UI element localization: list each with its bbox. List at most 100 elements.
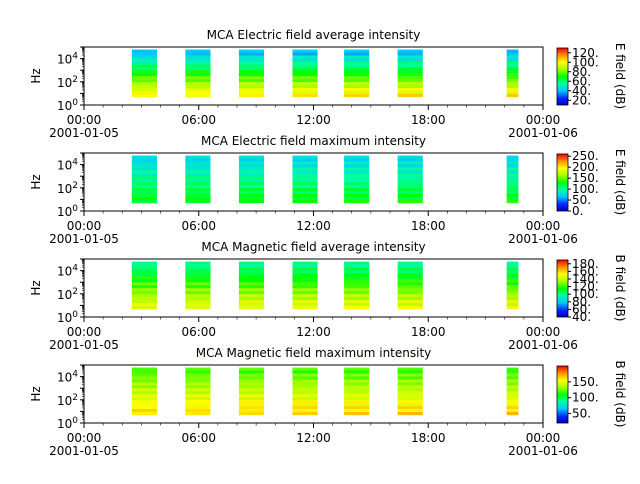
spectrogram-cell	[193, 382, 199, 386]
spectrogram-cell	[300, 376, 306, 380]
colorbar-tick-label: 60.	[572, 302, 591, 316]
colorbar-tick-label: 140.	[572, 272, 599, 286]
spectrogram-cell	[410, 179, 415, 183]
spectrogram-cell	[414, 191, 419, 195]
spectrogram-cell	[360, 52, 366, 56]
spectrogram-cell	[247, 88, 252, 92]
spectrogram-cell	[418, 164, 423, 168]
spectrogram-cell	[251, 73, 256, 77]
spectrogram-cell	[401, 406, 407, 410]
spectrogram-cell	[360, 167, 366, 171]
spectrogram-cell	[296, 270, 302, 274]
spectrogram-cell	[506, 373, 511, 377]
spectrogram-cell	[131, 179, 137, 183]
spectrogram-cell	[259, 397, 265, 401]
spectrogram-cell	[401, 58, 407, 62]
spectrogram-cell	[418, 305, 423, 310]
spectrogram-cell	[238, 285, 244, 289]
spectrogram-cell	[405, 82, 411, 86]
spectrogram-cell	[238, 58, 244, 62]
spectrogram-cell	[364, 70, 370, 74]
spectrogram-cell	[414, 164, 419, 168]
spectrogram-cell	[418, 270, 423, 274]
spectrogram-cell	[292, 88, 297, 92]
spectrogram-cell	[197, 267, 203, 271]
spectrogram-cell	[344, 300, 349, 304]
spectrogram-cell	[189, 161, 194, 165]
spectrogram-cell	[397, 379, 403, 383]
spectrogram-cell	[189, 70, 194, 74]
spectrogram-cell	[189, 173, 194, 177]
spectrogram-cell	[148, 158, 153, 162]
spectrogram-cell	[131, 88, 137, 92]
y-tick-label: 104	[57, 264, 78, 279]
spectrogram-cell	[292, 67, 297, 71]
spectrogram-cell	[405, 267, 411, 271]
spectrogram-cell	[135, 385, 141, 389]
spectrogram-cell	[189, 58, 194, 62]
spectrogram-cell	[206, 173, 211, 177]
spectrogram-cell	[300, 279, 306, 283]
panel-title: MCA Magnetic field average intensity	[201, 240, 425, 254]
spectrogram-cell	[356, 382, 361, 386]
spectrogram-cell	[189, 264, 194, 268]
spectrogram-cell	[410, 270, 415, 274]
spectrogram-cell	[135, 411, 141, 416]
spectrogram-cell	[144, 370, 149, 374]
spectrogram-cell	[148, 261, 153, 265]
panel-3: MCA Magnetic field average intensity1001…	[29, 240, 627, 352]
spectrogram-cell	[300, 58, 306, 62]
spectrogram-cell	[313, 267, 318, 271]
spectrogram-cell	[251, 67, 256, 71]
spectrogram-cell	[292, 379, 297, 383]
spectrogram-cell	[152, 82, 157, 86]
spectrogram-cell	[140, 397, 145, 401]
spectrogram-cell	[414, 199, 419, 204]
spectrogram-cell	[410, 373, 415, 377]
spectrogram-cell	[135, 88, 141, 92]
spectrogram-cell	[356, 403, 361, 407]
spectrogram-cell	[135, 408, 141, 413]
spectrogram-cell	[238, 406, 244, 410]
spectrogram-cell	[414, 61, 419, 65]
spectrogram-cell	[397, 294, 403, 298]
spectrogram-cell	[360, 411, 366, 416]
spectrogram-cell	[514, 261, 519, 265]
spectrogram-cell	[418, 288, 423, 292]
spectrogram-cell	[201, 285, 207, 289]
spectrogram-cell	[410, 49, 415, 53]
spectrogram-cell	[206, 64, 211, 68]
spectrogram-cell	[514, 294, 519, 298]
x-tick-label: 00:00	[67, 431, 102, 445]
spectrogram-cell	[247, 305, 252, 310]
spectrogram-cell	[300, 70, 306, 74]
spectrogram-cell	[131, 67, 137, 71]
spectrogram-cell	[506, 88, 511, 92]
spectrogram-cell	[135, 161, 141, 165]
spectrogram-cell	[131, 391, 137, 395]
spectrogram-cell	[313, 158, 318, 162]
spectrogram-cell	[405, 85, 411, 89]
x-date-label: 2001-01-05	[49, 338, 119, 352]
spectrogram-cell	[360, 82, 366, 86]
spectrogram-cell	[251, 391, 256, 395]
spectrogram-cell	[364, 93, 370, 98]
x-tick-label: 18:00	[411, 431, 446, 445]
spectrogram-cell	[238, 158, 244, 162]
x-tick-label: 00:00	[526, 431, 561, 445]
spectrogram-cell	[401, 302, 407, 307]
spectrogram-cell	[251, 64, 256, 68]
spectrogram-cell	[356, 294, 361, 298]
spectrogram-cell	[201, 79, 207, 83]
spectrogram-cell	[206, 267, 211, 271]
spectrogram-cell	[131, 73, 137, 77]
spectrogram-cell	[238, 61, 244, 65]
spectrogram-cell	[135, 73, 141, 77]
spectrogram-cell	[418, 385, 423, 389]
spectrogram-cell	[189, 379, 194, 383]
spectrogram-cell	[201, 52, 207, 56]
spectrogram-cell	[255, 167, 260, 171]
spectrogram-cell	[238, 185, 244, 189]
spectrogram-cell	[410, 367, 415, 371]
spectrogram-cell	[401, 267, 407, 271]
